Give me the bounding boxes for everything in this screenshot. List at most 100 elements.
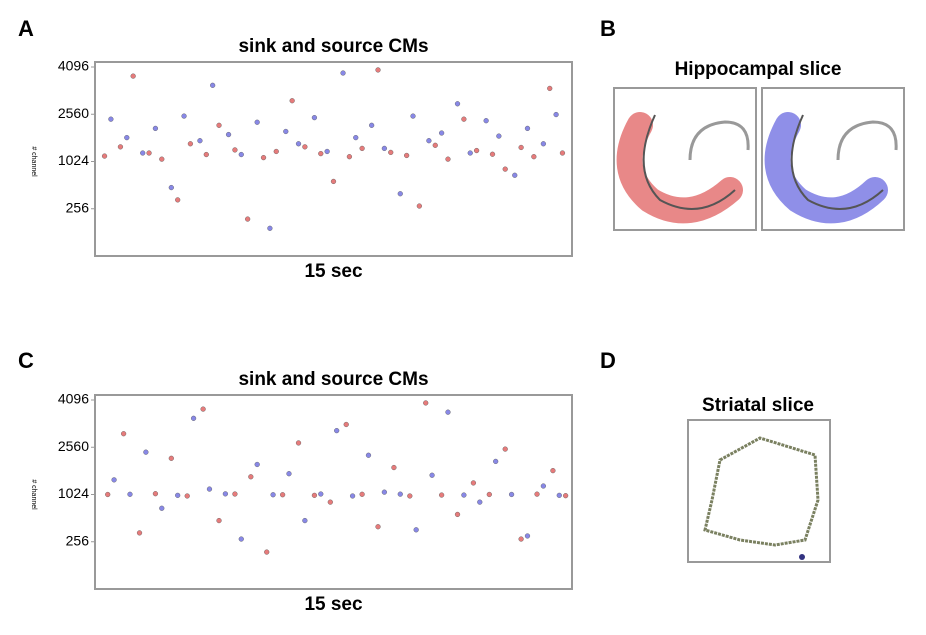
- point: [254, 461, 260, 468]
- point: [467, 150, 473, 156]
- x-axis-label: 15 sec: [304, 594, 363, 615]
- point: [375, 524, 381, 530]
- point: [563, 493, 569, 499]
- point: [381, 145, 387, 151]
- y-axis-label: # channel: [30, 479, 37, 510]
- point: [474, 147, 480, 154]
- point: [439, 492, 445, 498]
- point: [260, 155, 267, 161]
- point: [270, 492, 276, 498]
- point: [267, 225, 273, 231]
- point: [280, 492, 286, 498]
- point: [206, 486, 213, 492]
- panel-title: Striatal slice: [702, 395, 814, 416]
- y-tick-label: 1024: [58, 485, 89, 501]
- point: [334, 428, 340, 434]
- point: [454, 511, 461, 518]
- point: [124, 135, 130, 141]
- point: [295, 141, 302, 147]
- point: [404, 152, 410, 159]
- point: [550, 468, 556, 474]
- point: [381, 489, 387, 495]
- point: [489, 151, 496, 157]
- point: [407, 493, 413, 499]
- point: [349, 493, 356, 499]
- panel-title: Hippocampal slice: [675, 59, 842, 80]
- point: [346, 154, 353, 160]
- point: [245, 216, 251, 222]
- point: [302, 144, 308, 150]
- point: [184, 493, 190, 499]
- point: [439, 130, 445, 136]
- point: [512, 172, 518, 178]
- point: [289, 98, 295, 104]
- point: [454, 101, 461, 107]
- point: [168, 184, 174, 191]
- point: [140, 150, 146, 156]
- plot-frame: [94, 61, 573, 257]
- point: [143, 449, 149, 455]
- point: [216, 517, 222, 524]
- point: [524, 125, 531, 132]
- point: [254, 119, 260, 125]
- point: [375, 67, 381, 73]
- y-tick-label: 256: [66, 532, 90, 548]
- point: [197, 138, 203, 144]
- point: [159, 156, 165, 162]
- y-tick-label: 4096: [58, 58, 89, 74]
- point: [429, 472, 435, 478]
- point: [553, 111, 559, 118]
- point: [222, 491, 228, 497]
- point: [330, 178, 337, 185]
- point: [283, 128, 289, 135]
- striatal-image: [687, 419, 831, 563]
- point: [559, 150, 566, 156]
- point: [340, 70, 346, 76]
- point: [556, 492, 562, 498]
- point: [359, 145, 365, 151]
- hippocampal-image-source: [761, 87, 905, 231]
- point: [343, 421, 349, 428]
- point: [502, 446, 508, 452]
- point: [540, 141, 546, 147]
- panel-label: A: [18, 16, 34, 41]
- y-tick-label: 2560: [58, 438, 89, 454]
- point: [264, 549, 270, 555]
- point: [216, 122, 222, 128]
- point: [117, 144, 124, 150]
- point: [225, 131, 232, 138]
- point: [397, 491, 403, 497]
- point: [210, 82, 216, 88]
- point: [477, 499, 483, 505]
- point: [168, 455, 174, 461]
- point: [248, 474, 254, 480]
- point: [295, 440, 302, 446]
- chart-title: sink and source CMs: [238, 369, 428, 390]
- point: [175, 197, 181, 203]
- point: [232, 491, 238, 497]
- point: [413, 527, 419, 533]
- point: [159, 505, 165, 511]
- point: [423, 400, 429, 406]
- point: [502, 166, 508, 172]
- point: [432, 142, 438, 148]
- point: [273, 148, 279, 155]
- point: [190, 415, 197, 421]
- y-tick-label: 4096: [58, 391, 89, 407]
- point: [324, 148, 330, 155]
- point: [108, 116, 114, 122]
- point: [508, 491, 515, 498]
- point: [445, 409, 451, 415]
- point: [181, 113, 187, 119]
- point: [353, 135, 359, 141]
- point: [496, 133, 502, 139]
- point: [445, 156, 451, 162]
- point: [470, 480, 477, 486]
- point: [318, 151, 324, 157]
- point: [101, 153, 108, 159]
- point: [327, 499, 333, 505]
- point: [391, 464, 397, 471]
- point: [286, 471, 292, 477]
- point: [318, 491, 324, 497]
- point: [483, 118, 489, 124]
